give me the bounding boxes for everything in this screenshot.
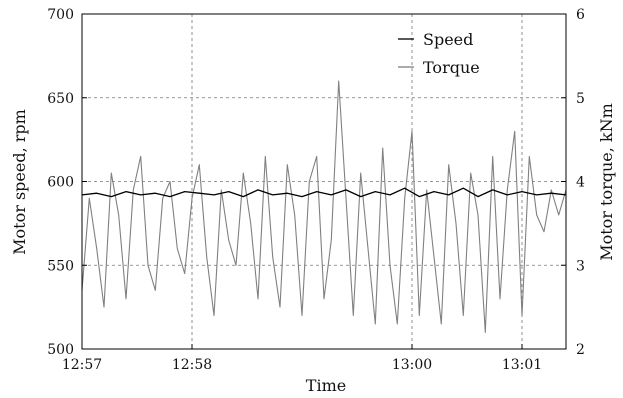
- y2-axis-label: Motor torque, kNm: [597, 103, 616, 261]
- y2-tick-label: 6: [576, 7, 585, 23]
- series-layer: [81, 80, 567, 333]
- x-tick-label: 13:01: [502, 357, 542, 373]
- series-line-torque: [81, 80, 567, 333]
- y-tick-label: 550: [47, 258, 74, 274]
- x-axis-label: Time: [306, 376, 346, 395]
- y2-tick-label: 4: [576, 175, 585, 191]
- y2-tick-label: 5: [576, 91, 585, 107]
- y-axis-label: Motor speed, rpm: [10, 109, 29, 255]
- y-tick-label: 700: [47, 7, 74, 23]
- y-tick-label: 650: [47, 91, 74, 107]
- x-tick-label: 12:58: [172, 357, 212, 373]
- legend-speed-label: Speed: [423, 30, 473, 49]
- x-tick-label: 12:57: [62, 357, 102, 373]
- ticks: 500 550 600 650 700 2 3 4 5 6 12:57 12:58 13:00 13:01: [47, 7, 585, 373]
- y2-tick-label: 2: [576, 342, 585, 358]
- x-tick-label: 13:00: [392, 357, 432, 373]
- legend-torque-label: Torque: [423, 58, 480, 77]
- legend: Speed Torque: [398, 30, 480, 77]
- series-line-speed: [81, 187, 567, 198]
- y-tick-label: 500: [47, 342, 74, 358]
- y-tick-label: 600: [47, 175, 74, 191]
- grid: [82, 14, 566, 349]
- y2-tick-label: 3: [576, 258, 585, 274]
